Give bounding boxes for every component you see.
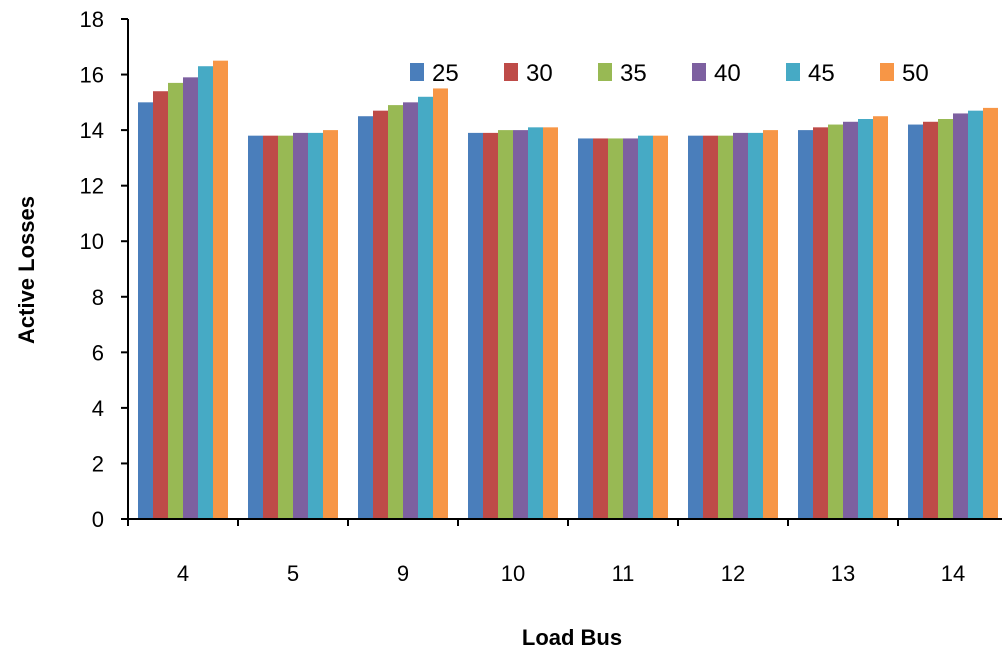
bar-40-5	[293, 132, 308, 519]
bar-45-9	[418, 96, 433, 520]
bar-50-14	[983, 107, 998, 519]
bar-30-4	[153, 91, 168, 519]
bar-30-13	[813, 127, 828, 519]
bar-30-9	[373, 110, 388, 520]
bar-45-14	[968, 110, 983, 520]
x-tick-label: 4	[177, 561, 189, 586]
bar-30-12	[703, 135, 718, 519]
y-tick-label: 0	[92, 507, 104, 532]
bar-45-13	[858, 119, 873, 519]
legend-swatch-40	[692, 63, 706, 81]
bar-30-11	[593, 138, 608, 519]
bar-25-11	[578, 138, 593, 519]
bar-45-10	[528, 127, 543, 519]
x-tick-label: 12	[721, 561, 745, 586]
bar-50-13	[873, 116, 888, 519]
bar-50-11	[653, 135, 668, 519]
bar-35-5	[278, 135, 293, 519]
y-tick-label: 18	[80, 7, 104, 32]
bar-40-9	[403, 102, 418, 519]
bars-layer	[138, 60, 998, 520]
bar-45-12	[748, 132, 763, 519]
y-tick-label: 8	[92, 285, 104, 310]
x-axis-title: Load Bus	[522, 625, 622, 649]
bar-25-4	[138, 102, 153, 519]
legend-swatch-45	[786, 63, 800, 81]
legend-swatch-30	[504, 63, 518, 81]
bar-30-14	[923, 121, 938, 520]
bar-45-4	[198, 66, 213, 519]
bar-35-13	[828, 124, 843, 520]
legend-label-40: 40	[714, 60, 741, 87]
y-tick-label: 16	[80, 63, 104, 88]
x-tick-label: 5	[287, 561, 299, 586]
y-tick-label: 6	[92, 340, 104, 365]
bar-40-13	[843, 121, 858, 520]
bar-45-11	[638, 135, 653, 519]
bar-30-5	[263, 135, 278, 519]
x-tick-label: 9	[397, 561, 409, 586]
bar-30-10	[483, 132, 498, 519]
y-tick-label: 2	[92, 451, 104, 476]
legend-label-30: 30	[526, 60, 553, 87]
bar-25-12	[688, 135, 703, 519]
bar-25-5	[248, 135, 263, 519]
y-tick-label: 4	[92, 396, 104, 421]
bar-45-5	[308, 132, 323, 519]
bar-25-14	[908, 124, 923, 520]
y-axis: 0 2 4 6 8 10 12 14 16 18	[80, 7, 128, 532]
bar-35-10	[498, 130, 513, 519]
bar-35-4	[168, 82, 183, 519]
bar-25-9	[358, 116, 373, 519]
bar-35-14	[938, 119, 953, 519]
y-tick-label: 12	[80, 174, 104, 199]
x-tick-label: 14	[941, 561, 965, 586]
legend-swatch-50	[880, 63, 894, 81]
bar-25-13	[798, 130, 813, 519]
bar-40-10	[513, 130, 528, 519]
bar-40-11	[623, 138, 638, 519]
legend-label-50: 50	[902, 60, 929, 87]
x-tick-label: 10	[501, 561, 525, 586]
legend-label-35: 35	[620, 60, 647, 87]
bar-50-9	[433, 88, 448, 519]
x-axis: 4 5 9 10 11 12 13 14	[127, 519, 965, 586]
bar-50-10	[543, 127, 558, 519]
bar-40-14	[953, 113, 968, 519]
bar-50-4	[213, 60, 228, 520]
y-tick-label: 10	[80, 229, 104, 254]
bar-35-12	[718, 135, 733, 519]
bar-35-9	[388, 105, 403, 519]
y-axis-title: Active Losses	[14, 196, 39, 344]
legend-label-25: 25	[432, 60, 459, 87]
x-tick-label: 13	[831, 561, 855, 586]
x-tick-label: 11	[612, 561, 635, 586]
bar-50-12	[763, 130, 778, 519]
bar-40-12	[733, 132, 748, 519]
legend-swatch-25	[410, 63, 424, 81]
bar-35-11	[608, 138, 623, 519]
bar-40-4	[183, 77, 198, 519]
bar-25-10	[468, 132, 483, 519]
legend: 25 30 35 40 45 50	[410, 60, 929, 87]
legend-label-45: 45	[808, 60, 835, 87]
legend-swatch-35	[598, 63, 612, 81]
y-tick-label: 14	[80, 118, 104, 143]
bar-50-5	[323, 130, 338, 519]
